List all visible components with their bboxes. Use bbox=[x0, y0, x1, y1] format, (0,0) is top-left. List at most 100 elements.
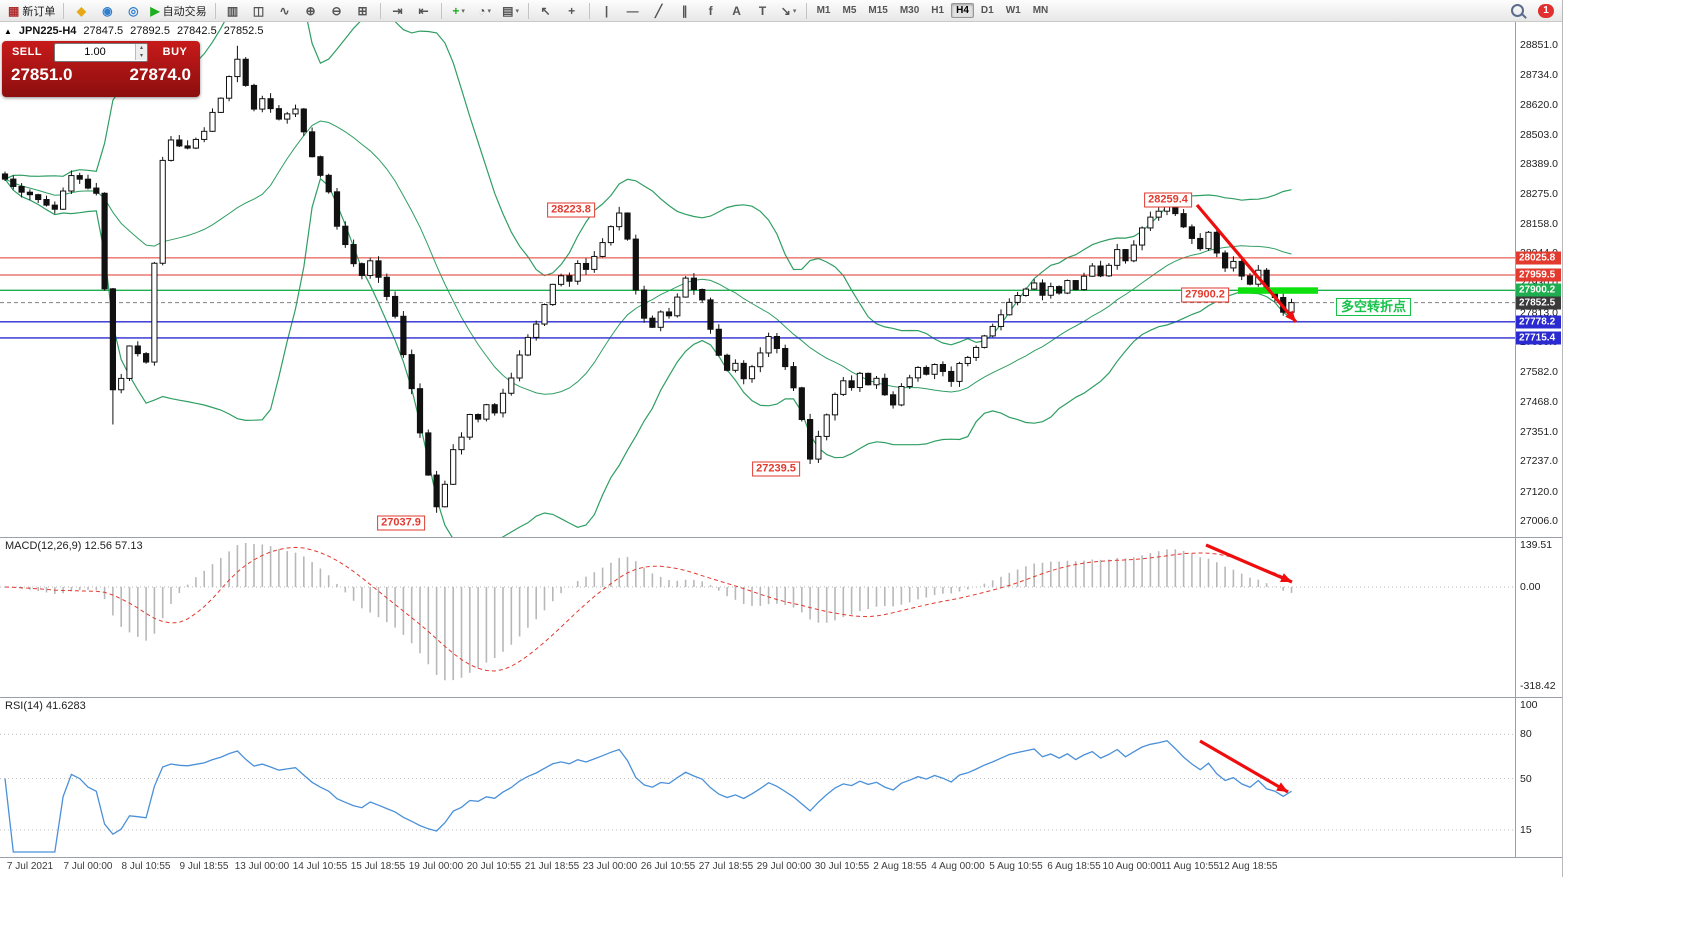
vertical-line-icon[interactable]: | bbox=[604, 3, 609, 18]
cursor-icon[interactable]: ↖ bbox=[540, 3, 551, 18]
strategy-tester-icon[interactable]: ◎ bbox=[128, 3, 139, 18]
price-tick: 28275.0 bbox=[1520, 187, 1558, 200]
timeframe-w1[interactable]: W1 bbox=[1005, 5, 1021, 16]
timeframe-mn[interactable]: MN bbox=[1032, 5, 1049, 16]
time-axis-label: 12 Aug 18:55 bbox=[1218, 861, 1278, 872]
price-line-label: 27852.5 bbox=[1516, 296, 1561, 310]
channel-icon[interactable]: ∥ bbox=[681, 3, 688, 18]
timeframe-h1[interactable]: H1 bbox=[931, 5, 945, 16]
one-click-trading-panel: SELL ▴ ▾ BUY 27851.0 27874.0 bbox=[2, 41, 200, 97]
timeframe-h4[interactable]: H4 bbox=[951, 3, 974, 18]
volume-up-icon[interactable]: ▴ bbox=[136, 44, 147, 52]
candlestick-chart-icon[interactable]: ◫ bbox=[252, 3, 265, 18]
chart-price-label[interactable]: 28223.8 bbox=[547, 202, 595, 218]
volume-spin-buttons: ▴ ▾ bbox=[135, 44, 147, 60]
rsi-scale-label: 100 bbox=[1520, 699, 1538, 711]
one-click-toggle-icon[interactable]: ▲ bbox=[4, 26, 12, 36]
indicators-icon[interactable]: + ▾ bbox=[452, 3, 465, 18]
time-axis-label: 30 Jul 10:55 bbox=[814, 861, 870, 872]
horizontal-line-icon[interactable]: — bbox=[626, 3, 639, 18]
price-tick: 28389.0 bbox=[1520, 158, 1558, 171]
chart-shift-icon[interactable]: ⇤ bbox=[418, 3, 429, 18]
pane-divider-macd[interactable] bbox=[0, 537, 1562, 538]
time-axis-label: 9 Jul 18:55 bbox=[179, 861, 229, 872]
price-tick: 27351.0 bbox=[1520, 426, 1558, 438]
tile-windows-icon[interactable]: ⊞ bbox=[357, 3, 368, 18]
time-axis-label: 11 Aug 10:55 bbox=[1160, 861, 1220, 872]
time-axis[interactable]: 7 Jul 2021 7 Jul 00:00 8 Jul 10:55 9 Jul 18… bbox=[0, 857, 1562, 877]
time-axis-label: 10 Aug 00:00 bbox=[1102, 861, 1162, 872]
toolbar-separator bbox=[63, 2, 65, 19]
crosshair-icon[interactable]: + bbox=[568, 3, 576, 18]
timeframe-m5[interactable]: M5 bbox=[842, 5, 857, 16]
volume-stepper[interactable]: ▴ ▾ bbox=[54, 42, 148, 62]
time-axis-label: 21 Jul 18:55 bbox=[524, 861, 580, 872]
volume-down-icon[interactable]: ▾ bbox=[136, 52, 147, 60]
pane-divider-rsi[interactable] bbox=[0, 697, 1562, 698]
rsi-canvas[interactable] bbox=[0, 697, 1515, 857]
symbol-name: JPN225-H4 bbox=[18, 25, 77, 37]
metaeditor-icon[interactable]: ◆ bbox=[76, 3, 86, 18]
timeframe-m30[interactable]: M30 bbox=[899, 5, 920, 16]
symbol-ohlc-header: ▲ JPN225-H4 27847.5 27892.5 27842.5 2785… bbox=[4, 25, 263, 37]
time-axis-label: 15 Jul 18:55 bbox=[350, 861, 406, 872]
time-axis-label: 20 Jul 10:55 bbox=[466, 861, 522, 872]
arrows-icon[interactable]: ↘ ▾ bbox=[780, 3, 797, 18]
time-axis-label: 5 Aug 10:55 bbox=[989, 861, 1043, 872]
search-button[interactable] bbox=[1505, 1, 1529, 21]
timeframe-d1[interactable]: D1 bbox=[980, 5, 994, 16]
timeframe-m1[interactable]: M1 bbox=[816, 5, 831, 16]
turning-point-annotation[interactable]: 多空转折点 bbox=[1336, 298, 1412, 316]
sell-label: SELL bbox=[11, 46, 43, 58]
text-icon[interactable]: A bbox=[732, 3, 741, 18]
chart-price-label[interactable]: 27900.2 bbox=[1181, 287, 1229, 303]
macd-scale-label: 139.51 bbox=[1520, 539, 1553, 551]
toolbar-separator bbox=[214, 2, 216, 19]
notification-badge[interactable]: 1 bbox=[1538, 3, 1554, 18]
buy-price-button[interactable]: 27874.0 bbox=[129, 65, 191, 84]
zoom-in-icon[interactable]: ⊕ bbox=[305, 3, 316, 18]
sell-price-button[interactable]: 27851.0 bbox=[11, 65, 73, 84]
time-axis-label: 7 Jul 2021 bbox=[6, 861, 54, 872]
chart-price-label[interactable]: 27037.9 bbox=[377, 515, 425, 531]
label-icon[interactable]: T bbox=[758, 3, 767, 18]
volume-input[interactable] bbox=[55, 45, 135, 59]
main-price-pane: ▲ JPN225-H4 27847.5 27892.5 27842.5 2785… bbox=[0, 22, 1515, 537]
rsi-scale-label: 80 bbox=[1520, 728, 1532, 741]
time-axis-label: 23 Jul 00:00 bbox=[582, 861, 638, 872]
autotrading-button[interactable]: ▶ 自动交易 bbox=[150, 3, 207, 18]
price-tick: 28620.0 bbox=[1520, 98, 1558, 111]
zoom-out-icon[interactable]: ⊖ bbox=[331, 3, 342, 18]
macd-pane: MACD(12,26,9) 12.56 57.13 bbox=[0, 537, 1515, 697]
trendline-icon[interactable]: ╱ bbox=[654, 3, 663, 18]
chart-price-label[interactable]: 28259.4 bbox=[1144, 192, 1192, 208]
macd-canvas[interactable] bbox=[0, 537, 1515, 697]
time-axis-label: 26 Jul 10:55 bbox=[640, 861, 696, 872]
templates-icon[interactable]: ▤ ▾ bbox=[502, 3, 519, 18]
ohlc-high: 27892.5 bbox=[130, 25, 170, 37]
periods-icon[interactable]: ◔ ▾ bbox=[478, 3, 491, 18]
price-tick: 27468.0 bbox=[1520, 395, 1558, 408]
price-tick: 27006.0 bbox=[1520, 515, 1558, 527]
ohlc-low: 27842.5 bbox=[176, 25, 217, 37]
fibonacci-icon[interactable]: f bbox=[708, 3, 713, 18]
price-tick: 28158.0 bbox=[1520, 217, 1558, 230]
toolbar-separator bbox=[588, 2, 590, 19]
bar-chart-icon[interactable]: ▥ bbox=[226, 3, 239, 18]
main-chart-canvas[interactable] bbox=[0, 22, 1515, 537]
toolbar-separator bbox=[440, 2, 442, 19]
market-watch-icon[interactable]: ◉ bbox=[102, 3, 113, 18]
buy-label: BUY bbox=[162, 46, 188, 58]
time-axis-label: 2 Aug 18:55 bbox=[873, 861, 927, 872]
auto-scroll-icon[interactable]: ⇥ bbox=[392, 3, 403, 18]
time-axis-label: 4 Aug 00:00 bbox=[931, 861, 985, 872]
price-line-label: 27715.4 bbox=[1516, 331, 1561, 345]
price-tick: 27237.0 bbox=[1520, 455, 1558, 468]
timeframe-m15[interactable]: M15 bbox=[868, 5, 888, 16]
price-tick: 28503.0 bbox=[1520, 128, 1558, 141]
price-line-label: 27959.5 bbox=[1516, 268, 1561, 282]
new-order-button[interactable]: ▦ 新订单 bbox=[8, 3, 56, 18]
chart-price-label[interactable]: 27239.5 bbox=[752, 461, 800, 477]
price-scale[interactable]: 28851.0 28734.0 28620.0 28503.0 28389.0 28275… bbox=[1515, 22, 1562, 857]
line-chart-icon[interactable]: ∿ bbox=[279, 3, 290, 18]
